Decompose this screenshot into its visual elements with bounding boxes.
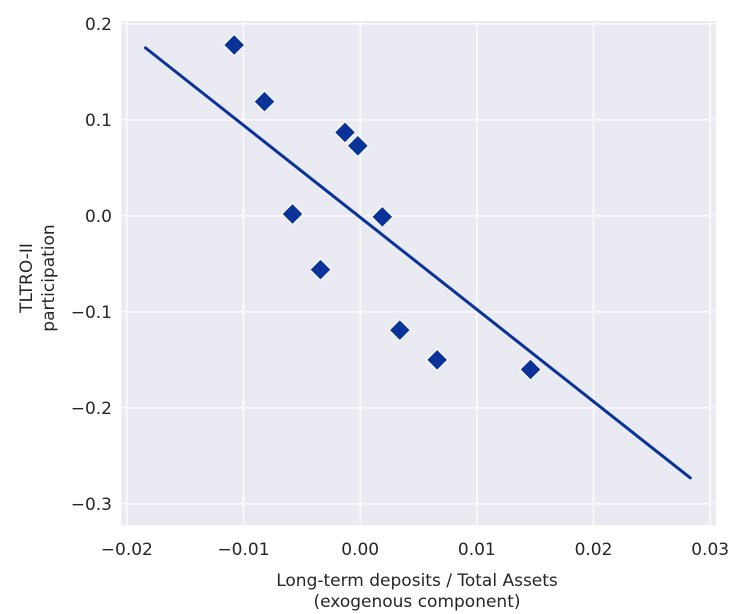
data-point: [309, 258, 332, 281]
y-tick-label: 0.0: [85, 207, 112, 227]
regression-line: [144, 46, 692, 480]
y-tick-label: −0.1: [71, 303, 112, 323]
data-point: [371, 205, 394, 229]
x-axis-label-line-1: Long-term deposits / Total Assets: [276, 571, 558, 591]
x-tick-label: 0.01: [458, 540, 496, 560]
y-axis-label-line-2: participation: [39, 224, 59, 331]
x-tick-label: −0.01: [217, 540, 269, 560]
data-point: [333, 121, 357, 144]
y-tick-label: 0.2: [85, 15, 112, 35]
data-point: [222, 33, 246, 57]
data-point: [253, 90, 276, 113]
x-tick-label: −0.02: [101, 540, 153, 560]
data-point: [346, 134, 370, 158]
data-point: [388, 318, 412, 342]
y-axis-label-line-1: TLTRO-II: [17, 243, 37, 314]
data-point: [281, 202, 304, 226]
x-tick-label: 0.02: [575, 540, 613, 560]
data-point: [519, 358, 542, 381]
data-point: [425, 348, 449, 372]
y-tick-label: −0.2: [71, 399, 112, 419]
x-tick-label: 0.03: [691, 540, 729, 560]
x-axis-label-line-2: (exogenous component): [314, 592, 521, 612]
y-tick-label: −0.3: [71, 495, 112, 515]
y-tick-label: 0.1: [85, 111, 112, 131]
plot-background: [121, 21, 716, 525]
x-tick-label: 0.00: [341, 540, 379, 560]
